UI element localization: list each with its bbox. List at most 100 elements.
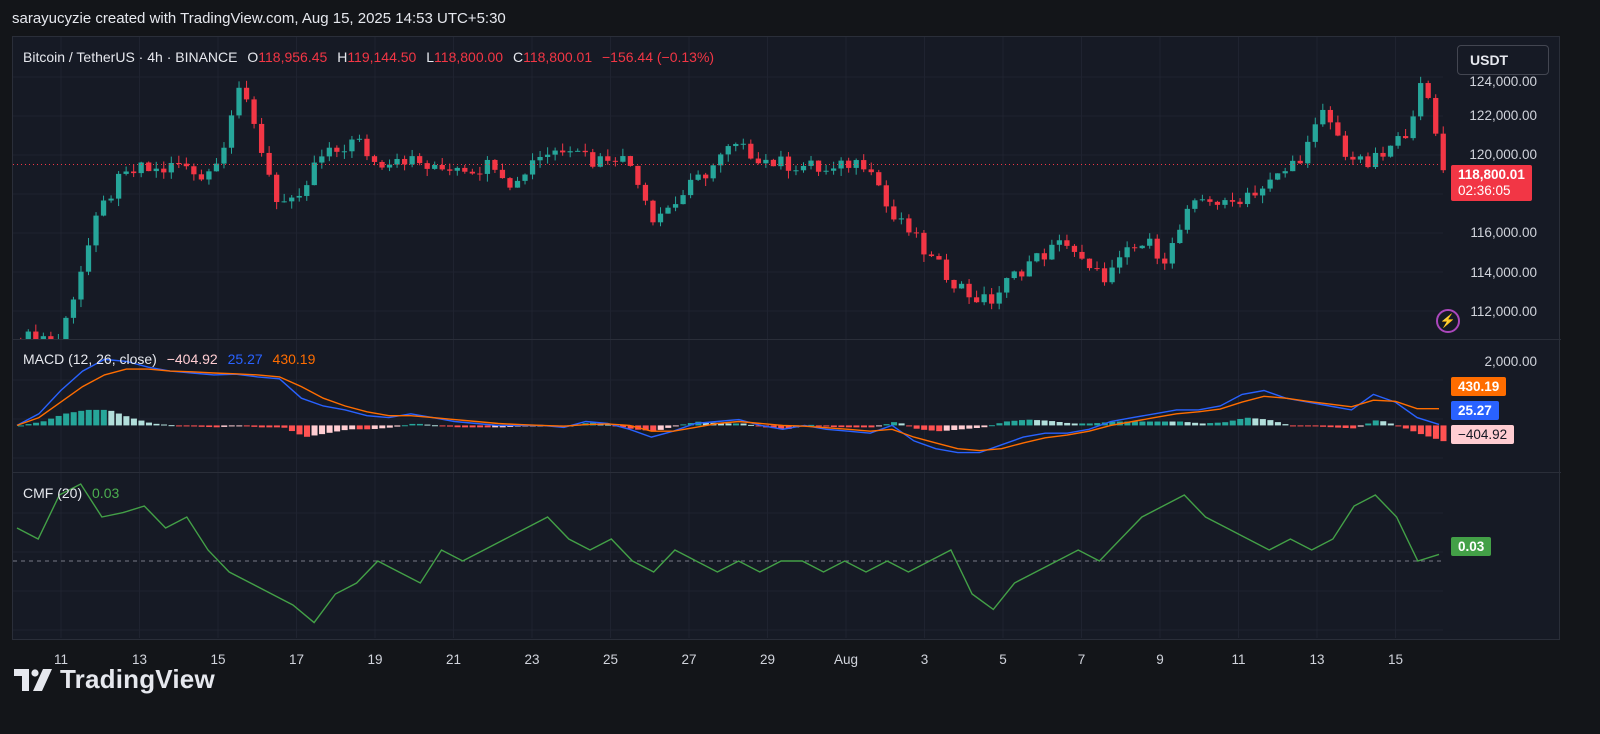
macd-plot[interactable] [13, 340, 1561, 472]
macd-hist-bar [273, 425, 280, 428]
candle-body [183, 163, 189, 167]
footer-logo: TradingView [14, 664, 215, 695]
macd-hist-tag: −404.92 [1451, 425, 1515, 444]
macd-hist-bar [25, 424, 32, 426]
candle-body [1192, 200, 1198, 209]
candle-body [823, 170, 829, 172]
candle-body [221, 147, 227, 164]
candle-body [1132, 247, 1138, 249]
macd-hist-bar [1192, 422, 1199, 426]
candle-body [891, 206, 897, 220]
macd-hist-bar [627, 425, 634, 429]
candle-body [687, 179, 694, 196]
macd-hist-bar [1034, 420, 1041, 426]
candle-body [1357, 156, 1364, 160]
candle-body [552, 150, 558, 155]
candle-body [1147, 238, 1153, 246]
macd-hist-bar [311, 425, 318, 436]
candle-body [115, 173, 122, 199]
candle-body [1086, 258, 1093, 269]
candle-body [1101, 268, 1108, 283]
candle-body [334, 147, 340, 152]
low-label: L [426, 49, 435, 65]
candle-body [1109, 267, 1115, 283]
candle-body [755, 158, 761, 164]
macd-hist-bar [1056, 422, 1063, 426]
macd-hist-bar [1320, 425, 1327, 427]
candle-body [1433, 97, 1439, 134]
macd-hist-bar [1169, 421, 1176, 426]
tradingview-logo-icon [14, 668, 52, 691]
macd-hist-bar [161, 424, 168, 426]
lightning-icon[interactable]: ⚡ [1436, 309, 1460, 333]
macd-hist-bar [973, 425, 980, 428]
candle-body [33, 331, 39, 339]
high-label: H [337, 49, 348, 65]
candle-body [793, 170, 799, 172]
candle-body [1244, 192, 1251, 205]
macd-hist-bar [1064, 422, 1071, 426]
macd-pane[interactable]: MACD (12, 26, close) −404.92 25.27 430.1… [13, 340, 1561, 472]
macd-hist-bar [183, 425, 190, 427]
candle-body [1207, 199, 1213, 202]
cmf-pane[interactable]: CMF (20) 0.03 0.03 [13, 473, 1561, 638]
macd-hist-bar [921, 425, 928, 430]
candle-body [815, 160, 822, 172]
candle-body [770, 159, 777, 167]
macd-hist-bar [1274, 422, 1281, 426]
price-plot[interactable] [13, 37, 1561, 339]
candle-body [78, 271, 84, 300]
time-axis-label: 15 [1387, 652, 1404, 667]
time-axis-label: 29 [759, 652, 776, 667]
macd-hist-bar [988, 425, 995, 427]
candle-body [1418, 83, 1424, 117]
price-tick-114000: 114,000.00 [1470, 265, 1537, 280]
candle-body [462, 167, 468, 172]
macd-hist-bar [1237, 418, 1244, 426]
macd-hist-bar [958, 425, 965, 430]
chart-frame[interactable]: Bitcoin / TetherUS · 4h · BINANCE O118,9… [12, 36, 1561, 667]
macd-hist-bar [1267, 420, 1274, 426]
price-pane[interactable]: Bitcoin / TetherUS · 4h · BINANCE O118,9… [13, 37, 1561, 339]
candle-body [417, 156, 423, 164]
last-price-tag: 118,800.01 02:36:05 [1451, 165, 1532, 201]
candle-body [1365, 156, 1371, 168]
pane-divider[interactable] [13, 339, 1561, 340]
macd-hist-bar [642, 425, 649, 431]
macd-hist-bar [680, 424, 687, 426]
macd-hist-bar [1086, 423, 1093, 426]
cmf-plot[interactable] [13, 473, 1561, 638]
macd-hist-bar [898, 423, 905, 426]
macd-hist-bar [913, 425, 920, 429]
macd-hist-bar [620, 425, 627, 428]
macd-hist-bar [424, 424, 431, 426]
candle-body [1229, 200, 1236, 202]
macd-hist-bar [251, 425, 258, 427]
candle-body [665, 207, 671, 214]
macd-hist-bar [198, 425, 205, 427]
macd-signal-tag: 430.19 [1451, 377, 1507, 396]
candle-body [70, 299, 77, 318]
macd-hist-bar [1041, 420, 1048, 426]
time-axis-label: Aug [833, 652, 859, 667]
price-tick-124000: 124,000.00 [1469, 74, 1537, 89]
currency-button[interactable]: USDT [1457, 45, 1549, 75]
candle-body [161, 168, 167, 173]
candle-body [266, 152, 272, 175]
macd-hist-bar [123, 416, 130, 426]
macd-label: MACD (12, 26, close) [23, 351, 157, 367]
candle-body [575, 150, 581, 152]
candle-body [913, 232, 920, 234]
macd-hist-bar [341, 425, 348, 431]
time-axis-label: 27 [681, 652, 697, 667]
macd-hist-bar [860, 425, 867, 428]
candle-body [1004, 278, 1010, 293]
macd-hist-bar [838, 425, 845, 428]
candle-body [228, 115, 235, 148]
macd-hist-bar [130, 418, 137, 426]
open-value: 118,956.45 [258, 49, 328, 65]
candle-body [1177, 229, 1183, 244]
candle-body [1079, 251, 1085, 259]
macd-hist-bar [228, 425, 235, 427]
pane-divider-2[interactable] [13, 472, 1561, 473]
